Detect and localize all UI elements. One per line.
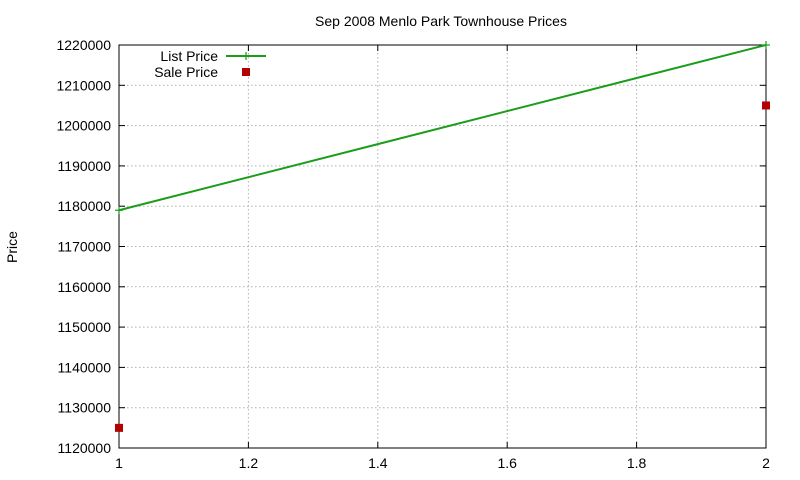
legend-entry: List Price (160, 48, 266, 64)
series-0 (115, 41, 770, 215)
y-tick-label: 1120000 (58, 440, 112, 456)
y-tick-label: 1170000 (58, 239, 112, 255)
y-tick-label: 1200000 (56, 118, 111, 134)
x-tick-label: 1 (115, 455, 123, 471)
y-tick-label: 1160000 (58, 279, 112, 295)
y-tick-label: 1190000 (58, 158, 112, 174)
data-point (115, 206, 123, 215)
grid-lines (119, 45, 766, 448)
y-tick-label: 1210000 (56, 77, 111, 93)
x-tick-label: 1.6 (497, 455, 517, 471)
series-1 (115, 101, 770, 432)
data-point (115, 423, 123, 432)
y-axis: 1120000 1130000 1140000 1150000 1160000 11700… (56, 37, 766, 456)
legend-label: List Price (160, 48, 218, 64)
y-axis-label: Price (4, 231, 20, 263)
legend-marker (242, 68, 250, 76)
data-point (762, 101, 770, 110)
x-tick-label: 1.8 (627, 455, 647, 471)
x-tick-label: 2 (762, 455, 770, 471)
y-tick-label: 1180000 (58, 198, 112, 214)
data-point (762, 41, 770, 49)
y-tick-label: 1130000 (58, 400, 112, 416)
series-line (118, 44, 767, 212)
data-series (115, 41, 770, 432)
y-tick-label: 1150000 (58, 319, 112, 335)
legend-entry: Sale Price (154, 64, 250, 80)
chart-title: Sep 2008 Menlo Park Townhouse Prices (315, 13, 567, 29)
x-tick-label: 1.4 (368, 455, 388, 471)
y-tick-label: 1220000 (56, 37, 111, 53)
y-tick-label: 1140000 (58, 359, 112, 375)
x-tick-label: 1.2 (239, 455, 259, 471)
legend-marker (242, 52, 250, 60)
legend-label: Sale Price (154, 64, 218, 80)
x-axis: 1 1.2 1.4 1.6 1.8 2 (115, 45, 770, 471)
